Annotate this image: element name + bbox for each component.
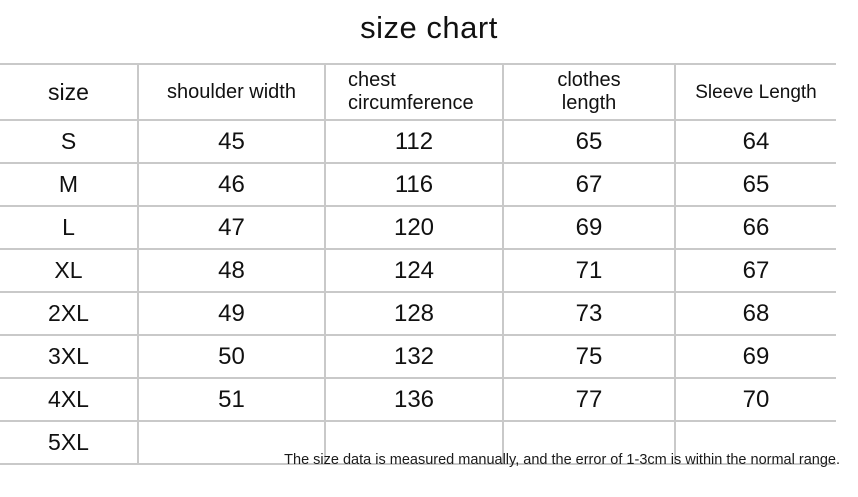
cell-sleeve-length: 64 — [674, 119, 836, 164]
size-chart-table: size shoulder width chest circumference … — [0, 63, 836, 465]
table-header-row: size shoulder width chest circumference … — [0, 63, 836, 121]
cell-shoulder-width: 50 — [137, 334, 325, 379]
table-header: size shoulder width chest circumference … — [0, 63, 836, 121]
cell-chest-circumference — [324, 420, 503, 465]
table-row: 2XL 49 128 73 68 — [0, 291, 836, 336]
cell-size: 3XL — [0, 334, 138, 379]
cell-size: 4XL — [0, 377, 138, 422]
cell-chest-circumference: 120 — [324, 205, 503, 250]
cell-clothes-length: 67 — [502, 162, 675, 207]
cell-sleeve-length: 69 — [674, 334, 836, 379]
size-table-container: size shoulder width chest circumference … — [0, 63, 858, 465]
cell-shoulder-width: 47 — [137, 205, 325, 250]
column-header-sleeve-length-label: Sleeve Length — [695, 81, 817, 103]
cell-shoulder-width: 49 — [137, 291, 325, 336]
cell-sleeve-length: 67 — [674, 248, 836, 293]
cell-size: XL — [0, 248, 138, 293]
table-row: M 46 116 67 65 — [0, 162, 836, 207]
cell-shoulder-width: 46 — [137, 162, 325, 207]
cell-size: 5XL — [0, 420, 138, 465]
cell-sleeve-length: 70 — [674, 377, 836, 422]
table-row: 5XL — [0, 420, 836, 465]
cell-size: S — [0, 119, 138, 164]
column-header-chest-circumference: chest circumference — [324, 63, 503, 121]
cell-shoulder-width — [137, 420, 325, 465]
cell-sleeve-length: 66 — [674, 205, 836, 250]
cell-clothes-length: 71 — [502, 248, 675, 293]
cell-size: 2XL — [0, 291, 138, 336]
cell-clothes-length: 69 — [502, 205, 675, 250]
cell-clothes-length: 77 — [502, 377, 675, 422]
cell-chest-circumference: 132 — [324, 334, 503, 379]
cell-chest-circumference: 124 — [324, 248, 503, 293]
cell-sleeve-length — [674, 420, 836, 465]
cell-chest-circumference: 136 — [324, 377, 503, 422]
cell-clothes-length: 75 — [502, 334, 675, 379]
table-body: S 45 112 65 64 M 46 116 67 65 L 47 120 — [0, 119, 836, 465]
cell-chest-circumference: 116 — [324, 162, 503, 207]
column-header-sleeve-length: Sleeve Length — [674, 63, 836, 121]
cell-chest-circumference: 128 — [324, 291, 503, 336]
table-row: XL 48 124 71 67 — [0, 248, 836, 293]
table-row: 4XL 51 136 77 70 — [0, 377, 836, 422]
cell-sleeve-length: 65 — [674, 162, 836, 207]
column-header-size: size — [0, 63, 138, 121]
column-header-clothes-length-label: clothes length — [557, 69, 621, 114]
cell-size: M — [0, 162, 138, 207]
cell-shoulder-width: 45 — [137, 119, 325, 164]
cell-chest-circumference: 112 — [324, 119, 503, 164]
cell-clothes-length: 73 — [502, 291, 675, 336]
measurement-disclaimer: The size data is measured manually, and … — [284, 452, 840, 468]
column-header-shoulder-width: shoulder width — [137, 63, 325, 121]
column-header-shoulder-width-label: shoulder width — [167, 80, 296, 103]
cell-shoulder-width: 48 — [137, 248, 325, 293]
table-row: L 47 120 69 66 — [0, 205, 836, 250]
page-title: size chart — [360, 10, 498, 45]
cell-sleeve-length: 68 — [674, 291, 836, 336]
column-header-chest-circumference-label: chest circumference — [348, 69, 474, 114]
cell-clothes-length: 65 — [502, 119, 675, 164]
column-header-size-label: size — [48, 78, 89, 105]
cell-shoulder-width: 51 — [137, 377, 325, 422]
table-row: 3XL 50 132 75 69 — [0, 334, 836, 379]
cell-size: L — [0, 205, 138, 250]
cell-clothes-length — [502, 420, 675, 465]
column-header-clothes-length: clothes length — [502, 63, 675, 121]
table-row: S 45 112 65 64 — [0, 119, 836, 164]
